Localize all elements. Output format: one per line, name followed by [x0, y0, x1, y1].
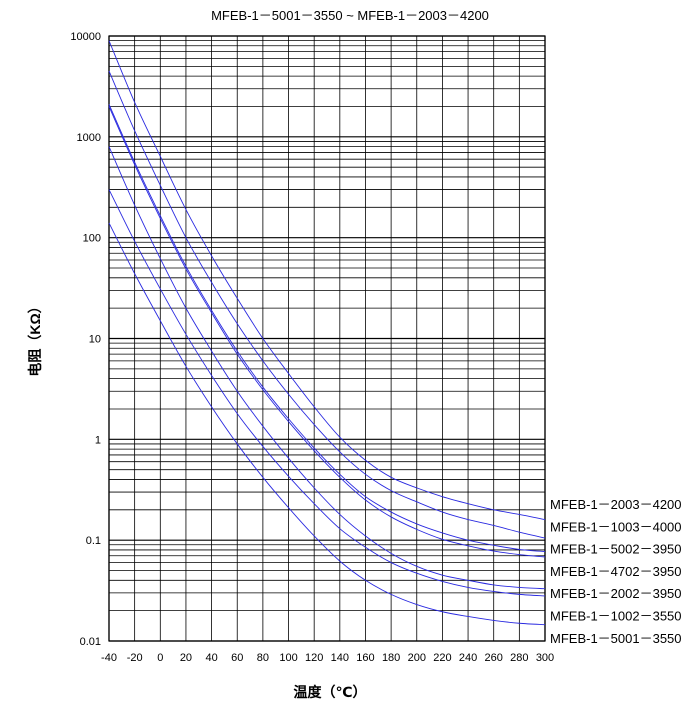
legend-entry: MFEB-1－1002－3550	[550, 609, 682, 624]
x-tick-label: 300	[536, 652, 554, 664]
chart-title: MFEB-1－5001－3550 ~ MFEB-1－2003－4200	[211, 8, 489, 23]
x-tick-label: 80	[257, 652, 269, 664]
legend-entry: MFEB-1－5002－3950	[550, 542, 682, 557]
x-tick-label: 260	[485, 652, 503, 664]
x-tick-label: -40	[101, 652, 117, 664]
y-tick-label: 10	[89, 334, 101, 346]
x-tick-label: 60	[231, 652, 243, 664]
x-tick-label: 120	[305, 652, 323, 664]
x-tick-label: 200	[408, 652, 426, 664]
grid	[108, 35, 546, 642]
series-line	[108, 146, 546, 590]
series-line	[108, 70, 546, 539]
legend-entry: MFEB-1－1003－4000	[550, 519, 682, 534]
x-tick-label: 0	[157, 652, 163, 664]
legend-entry: MFEB-1－2003－4200	[550, 497, 682, 512]
y-tick-label: 0.1	[86, 535, 101, 547]
series-line	[108, 40, 546, 521]
series-lines	[108, 40, 546, 626]
legend-entry: MFEB-1－5001－3550	[550, 631, 682, 646]
x-tick-label: 40	[205, 652, 217, 664]
series-line	[108, 189, 546, 597]
y-tick-label: 10000	[70, 31, 101, 43]
x-tick-label: 140	[331, 652, 349, 664]
x-tick-label: 160	[356, 652, 374, 664]
y-tick-label: 0.01	[80, 636, 101, 648]
series-line	[108, 104, 546, 553]
x-tick-label: 240	[459, 652, 477, 664]
legend-entry: MFEB-1－2002－3950	[550, 586, 682, 601]
y-tick-label: 100	[83, 233, 101, 245]
series-line	[108, 106, 546, 558]
plot-frame	[108, 35, 546, 642]
y-tick-label: 1000	[77, 132, 101, 144]
x-axis-label: 温度（℃）	[294, 684, 367, 700]
x-tick-label: 180	[382, 652, 400, 664]
x-tick-label: 280	[510, 652, 528, 664]
tick-labels: -40 -20 0 20 40 60 80 100 120 140 160 180 200 220 240 2…	[70, 31, 554, 664]
legend: MFEB-1－2003－4200 MFEB-1－1003－4000 MFEB-1－5…	[550, 497, 682, 646]
x-tick-label: 20	[180, 652, 192, 664]
x-tick-label: -20	[127, 652, 143, 664]
x-tick-label: 220	[433, 652, 451, 664]
series-line	[108, 222, 546, 626]
x-tick-label: 100	[279, 652, 297, 664]
legend-entry: MFEB-1－4702－3950	[550, 564, 682, 579]
y-tick-label: 1	[95, 434, 101, 446]
y-axis-label: 电阻（KΩ）	[27, 299, 43, 376]
